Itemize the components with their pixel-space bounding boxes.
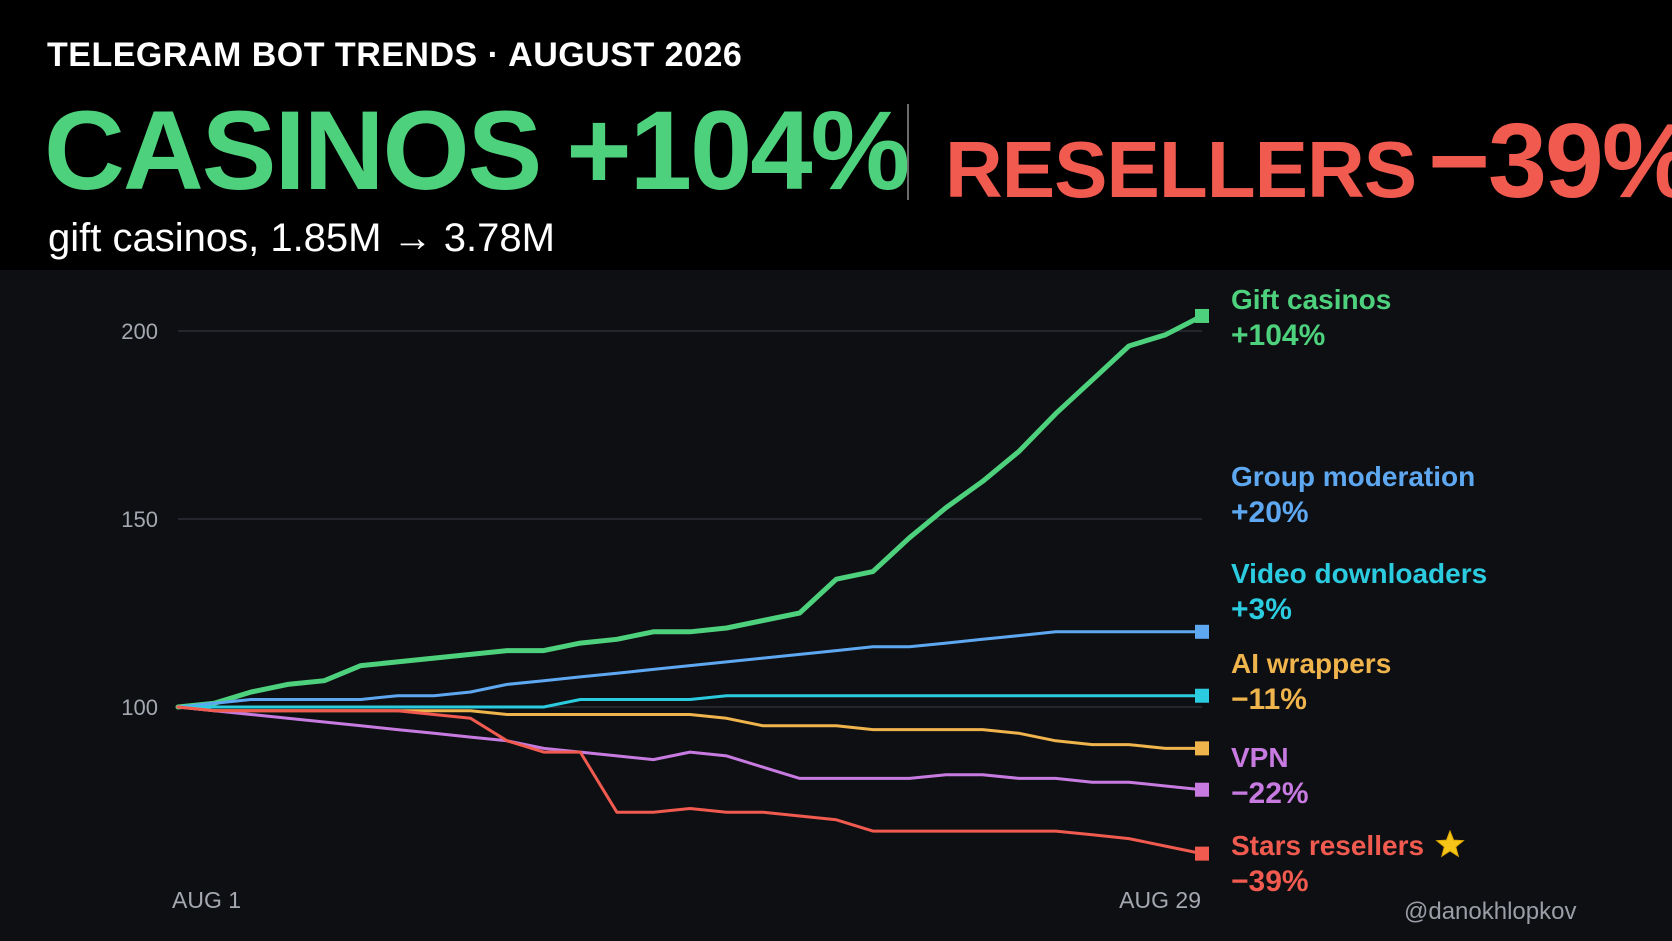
series-change-group-moderation: +20%: [1231, 496, 1309, 529]
series-end-marker-video-downloaders: [1195, 688, 1209, 703]
headline-casinos-word: CASINOS: [44, 88, 542, 213]
y-tick-label: 150: [121, 507, 158, 532]
series-line-gift-casinos: [175, 313, 1205, 710]
series-end-marker-gift-casinos: [1195, 308, 1209, 323]
series-label-vpn: VPN: [1231, 742, 1289, 773]
series-label-group-moderation: Group moderation: [1231, 461, 1475, 492]
series-line-video-downloaders: [176, 694, 1204, 709]
series-layer: [175, 308, 1209, 861]
series-end-marker-ai-wrappers: [1195, 741, 1209, 756]
kicker-title: TELEGRAM BOT TRENDS · AUGUST 2026: [47, 36, 743, 74]
series-line-ai-wrappers: [176, 705, 1204, 750]
headline-divider: [907, 104, 909, 200]
headline-casinos: CASINOS +104%: [44, 92, 910, 210]
x-tick-label: AUG 1: [172, 887, 241, 913]
series-label-video-downloaders: Video downloaders: [1231, 558, 1487, 589]
headline-subline: gift casinos, 1.85M → 3.78M: [48, 216, 555, 260]
series-label-ai-wrappers: AI wrappers: [1231, 648, 1391, 679]
label-layer: Gift casinos +104% Group moderation +20% Vid…: [1231, 284, 1487, 898]
series-line-vpn: [176, 705, 1204, 792]
series-change-stars-resellers: −39%: [1231, 865, 1309, 898]
headline-casinos-value: +104%: [566, 88, 910, 213]
series-end-marker-group-moderation: [1195, 624, 1209, 639]
header-band: TELEGRAM BOT TRENDS · AUGUST 2026 CASINO…: [0, 0, 1672, 270]
series-end-marker-vpn: [1195, 782, 1209, 797]
series-line-group-moderation: [176, 630, 1204, 709]
series-change-video-downloaders: +3%: [1231, 593, 1292, 626]
series-change-ai-wrappers: −11%: [1231, 683, 1307, 716]
series-label-stars-resellers: Stars resellers: [1231, 830, 1424, 861]
series-end-marker-stars-resellers: [1195, 846, 1209, 861]
grid-layer: 100 150 200 AUG 1 AUG 29: [121, 319, 1202, 913]
series-change-vpn: −22%: [1231, 777, 1309, 810]
series-change-gift-casinos: +104%: [1231, 319, 1325, 352]
x-tick-label: AUG 29: [1119, 887, 1201, 913]
headline-resellers-word: RESELLERS: [945, 125, 1417, 214]
series-line-stars-resellers: [176, 705, 1204, 856]
star-icon: [1435, 829, 1465, 858]
series-label-gift-casinos: Gift casinos: [1231, 284, 1391, 315]
y-tick-label: 200: [121, 319, 158, 344]
headline-resellers-value: −39%: [1428, 102, 1672, 220]
headline-resellers: RESELLERS −39%: [945, 108, 1672, 214]
y-tick-label: 100: [121, 695, 158, 720]
watermark: @danokhlopkov: [1404, 898, 1577, 925]
